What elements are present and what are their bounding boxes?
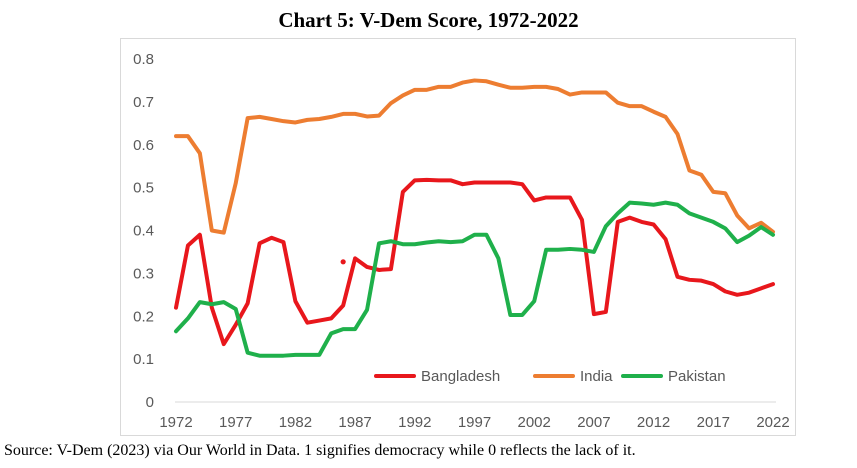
x-tick-label: 2022 bbox=[756, 414, 789, 431]
x-tick-label: 2012 bbox=[637, 414, 670, 431]
y-axis-labels: 0 0.1 0.2 0.3 0.4 0.5 0.6 0.7 0.8 bbox=[133, 51, 154, 411]
y-tick-label: 0.5 bbox=[133, 180, 154, 197]
series-lines bbox=[174, 78, 775, 358]
x-tick-label: 1972 bbox=[159, 414, 192, 431]
x-tick-label: 1977 bbox=[219, 414, 252, 431]
y-tick-label: 0.4 bbox=[133, 223, 154, 240]
chart-title: Chart 5: V-Dem Score, 1972-2022 bbox=[278, 8, 579, 32]
series-line-pakistan bbox=[174, 200, 775, 358]
source-note: Source: V-Dem (2023) via Our World in Da… bbox=[4, 442, 636, 459]
y-tick-label: 0.8 bbox=[133, 51, 154, 68]
x-tick-label: 1992 bbox=[398, 414, 431, 431]
legend: Bangladesh India Pakistan bbox=[374, 368, 726, 385]
x-axis: 1972 1977 1982 1987 1992 1997 2002 2007 2012 2017… bbox=[159, 401, 790, 431]
x-tick-label: 2002 bbox=[518, 414, 551, 431]
x-tick-label: 2007 bbox=[577, 414, 610, 431]
legend-label-pakistan: Pakistan bbox=[668, 368, 726, 385]
series-line-bangladesh bbox=[174, 177, 775, 347]
chart-area: 0 0.1 0.2 0.3 0.4 0.5 0.6 0.7 0.8 1972 1977 1982 19… bbox=[120, 38, 796, 436]
x-tick-label: 2017 bbox=[697, 414, 730, 431]
y-tick-label: 0.2 bbox=[133, 308, 154, 325]
legend-label-india: India bbox=[580, 368, 613, 385]
x-tick-label: 1987 bbox=[338, 414, 371, 431]
y-tick-label: 0.7 bbox=[133, 94, 154, 111]
x-tick-label: 1997 bbox=[458, 414, 491, 431]
series-line-india bbox=[174, 78, 775, 235]
data-point-bangladesh bbox=[340, 259, 346, 265]
y-tick-label: 0 bbox=[146, 394, 154, 411]
y-tick-label: 0.1 bbox=[133, 351, 154, 368]
y-tick-label: 0.6 bbox=[133, 137, 154, 154]
line-chart: 00.10.20.30.40.50.60.70.8 1972 1977 1982 19… bbox=[133, 51, 790, 431]
y-tick-label: 0.3 bbox=[133, 265, 154, 282]
x-tick-label: 1982 bbox=[279, 414, 312, 431]
legend-label-bangladesh: Bangladesh bbox=[421, 368, 500, 385]
